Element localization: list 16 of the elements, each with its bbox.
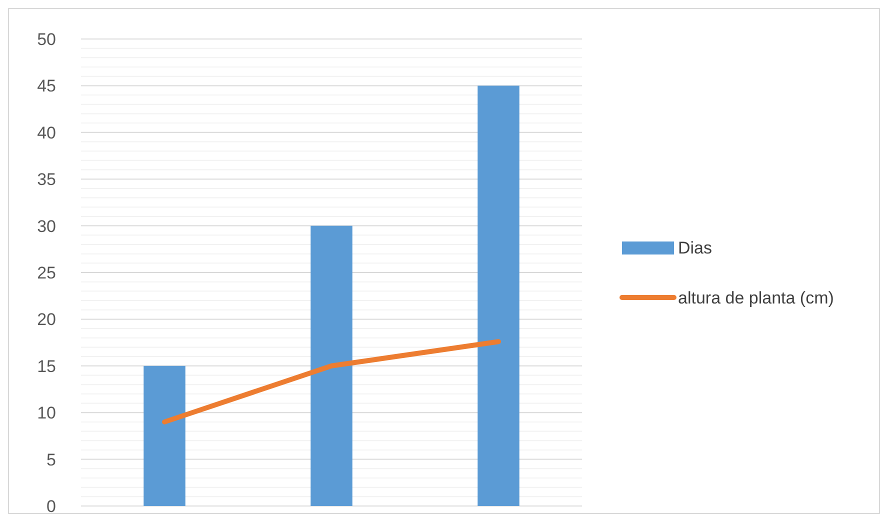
y-tick-label: 45 <box>37 76 56 96</box>
y-tick-label: 20 <box>37 310 56 330</box>
y-tick-label: 30 <box>37 216 56 236</box>
legend-label: Dias <box>678 238 712 258</box>
bar <box>144 366 186 506</box>
y-tick-label: 25 <box>37 263 56 282</box>
y-tick-label: 50 <box>37 30 56 49</box>
y-tick-label: 35 <box>37 170 56 190</box>
bar <box>478 86 520 506</box>
y-tick-label: 40 <box>37 123 56 142</box>
y-tick-label: 10 <box>37 404 56 423</box>
bar <box>310 226 352 506</box>
y-tick-label: 0 <box>46 496 56 516</box>
y-tick-label: 15 <box>37 356 56 376</box>
y-tick-label: 5 <box>46 450 56 470</box>
legend-label: altura de planta (cm) <box>678 288 834 308</box>
